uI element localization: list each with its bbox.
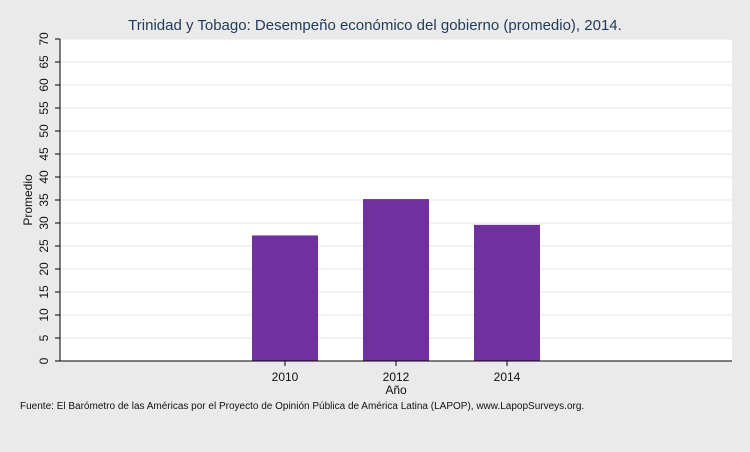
chart-title: Trinidad y Tobago: Desempeño económico d… bbox=[128, 17, 622, 34]
y-tick-label: 65 bbox=[37, 55, 51, 69]
bar-2010 bbox=[252, 235, 318, 361]
y-tick-label: 45 bbox=[37, 147, 51, 161]
y-tick-label: 5 bbox=[37, 334, 51, 341]
x-tick-label: 2010 bbox=[272, 370, 299, 384]
y-tick-label: 50 bbox=[37, 124, 51, 138]
bar-2014 bbox=[474, 224, 540, 361]
x-tick-label: 2012 bbox=[383, 370, 410, 384]
y-tick-label: 10 bbox=[37, 308, 51, 322]
y-tick-label: 0 bbox=[37, 357, 51, 364]
bar-2012 bbox=[363, 199, 429, 361]
y-tick-label: 60 bbox=[37, 78, 51, 92]
x-tick-label: 2014 bbox=[494, 370, 521, 384]
x-ticks: 2010 2012 2014 bbox=[272, 361, 521, 384]
y-tick-label: 20 bbox=[37, 262, 51, 276]
bars bbox=[252, 199, 540, 361]
y-axis-title: Promedio bbox=[21, 174, 35, 226]
y-tick-label: 55 bbox=[37, 101, 51, 115]
y-ticks: 0 5 10 15 20 25 30 35 40 45 50 55 60 65 70 bbox=[37, 32, 60, 364]
y-tick-label: 40 bbox=[37, 170, 51, 184]
y-tick-label: 30 bbox=[37, 216, 51, 230]
y-tick-label: 35 bbox=[37, 193, 51, 207]
x-axis-title: Año bbox=[385, 383, 407, 397]
y-tick-label: 70 bbox=[37, 32, 51, 46]
y-tick-label: 25 bbox=[37, 239, 51, 253]
source-note: Fuente: El Barómetro de las Américas por… bbox=[20, 401, 585, 412]
y-tick-label: 15 bbox=[37, 285, 51, 299]
